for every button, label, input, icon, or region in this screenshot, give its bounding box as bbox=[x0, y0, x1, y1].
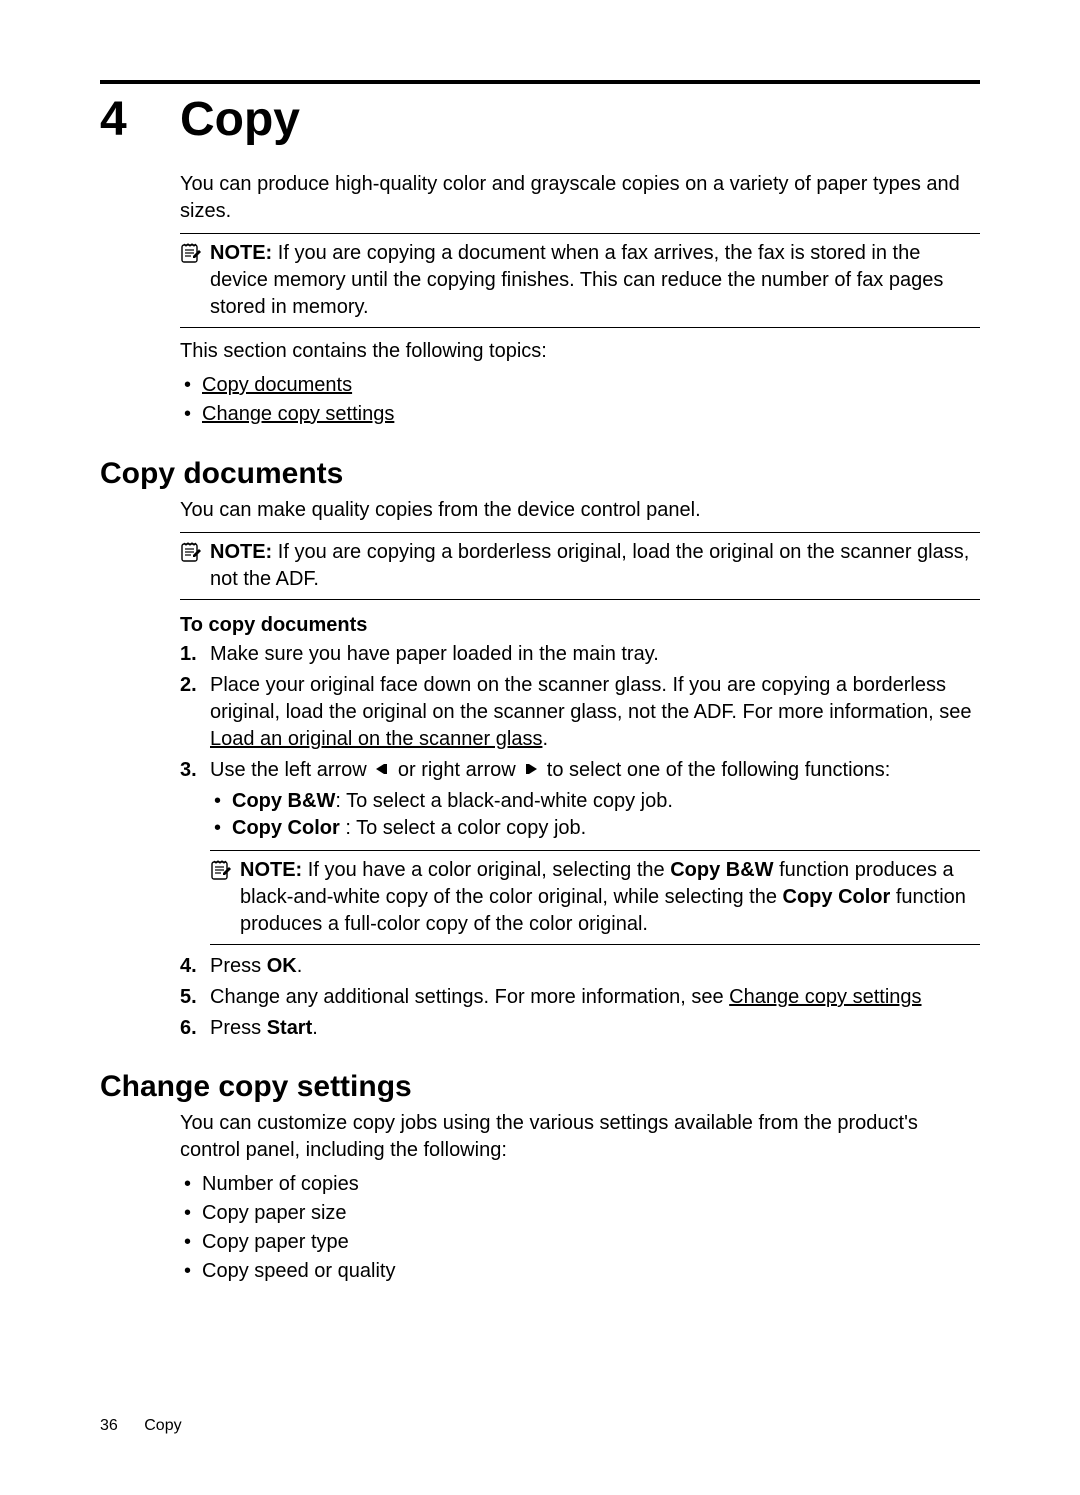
section-heading-change-copy-settings: Change copy settings bbox=[100, 1070, 980, 1104]
option-bw-rest: : To select a black-and-white copy job. bbox=[335, 790, 673, 812]
chapter-number: 4 bbox=[100, 92, 180, 147]
settings-item: Number of copies bbox=[180, 1170, 980, 1199]
toc-item: Copy documents bbox=[180, 371, 980, 400]
note-3-b2: Copy Color bbox=[783, 886, 891, 908]
note-label: NOTE: bbox=[210, 541, 272, 563]
sec1-body: You can make quality copies from the dev… bbox=[180, 497, 980, 600]
step-2: Place your original face down on the sca… bbox=[180, 672, 980, 753]
option-bw-label: Copy B&W bbox=[232, 790, 335, 812]
left-arrow-icon bbox=[374, 757, 390, 784]
right-arrow-icon bbox=[523, 757, 539, 784]
note-block-3: NOTE: If you have a color original, sele… bbox=[210, 850, 980, 945]
option-copy-bw: Copy B&W: To select a black-and-white co… bbox=[210, 788, 980, 815]
option-color-label: Copy Color bbox=[232, 817, 340, 839]
note-1-text: NOTE: If you are copying a document when… bbox=[210, 240, 980, 321]
sec2-body: You can customize copy jobs using the va… bbox=[180, 1110, 980, 1286]
sec1-intro: You can make quality copies from the dev… bbox=[180, 497, 980, 524]
note-3-pre: If you have a color original, selecting … bbox=[308, 859, 670, 881]
link-load-original[interactable]: Load an original on the scanner glass bbox=[210, 728, 542, 750]
settings-item: Copy paper size bbox=[180, 1199, 980, 1228]
settings-item: Copy paper type bbox=[180, 1228, 980, 1257]
step-5-a: Change any additional settings. For more… bbox=[210, 986, 729, 1008]
note-icon bbox=[210, 859, 232, 889]
step-1-text: Make sure you have paper loaded in the m… bbox=[210, 643, 659, 665]
note-body: If you are copying a borderless original… bbox=[210, 541, 969, 590]
note-3-b1: Copy B&W bbox=[670, 859, 773, 881]
note-label: NOTE: bbox=[240, 859, 302, 881]
chapter-heading: 4 Copy bbox=[100, 92, 980, 147]
step-4-c: . bbox=[297, 955, 303, 977]
note-block-1: NOTE: If you are copying a document when… bbox=[180, 233, 980, 328]
steps-list: Make sure you have paper loaded in the m… bbox=[180, 641, 980, 1042]
step-4-a: Press bbox=[210, 955, 267, 977]
step-3-text-b: or right arrow bbox=[392, 759, 521, 781]
note-icon bbox=[180, 242, 202, 269]
note-3-text: NOTE: If you have a color original, sele… bbox=[240, 857, 980, 938]
page-footer: 36 Copy bbox=[100, 1417, 182, 1435]
step-3-text-c: to select one of the following functions… bbox=[541, 759, 890, 781]
step-4-b: OK bbox=[267, 955, 297, 977]
step-2-text-a: Place your original face down on the sca… bbox=[210, 674, 972, 723]
step-6-b: Start bbox=[267, 1017, 313, 1039]
step-3-options: Copy B&W: To select a black-and-white co… bbox=[210, 788, 980, 842]
settings-item: Copy speed or quality bbox=[180, 1257, 980, 1286]
step-6-a: Press bbox=[210, 1017, 267, 1039]
toc-item: Change copy settings bbox=[180, 400, 980, 429]
chapter-title: Copy bbox=[180, 92, 300, 147]
footer-title: Copy bbox=[144, 1417, 181, 1434]
sec2-intro: You can customize copy jobs using the va… bbox=[180, 1110, 980, 1164]
option-copy-color: Copy Color : To select a color copy job. bbox=[210, 815, 980, 842]
note-block-2: NOTE: If you are copying a borderless or… bbox=[180, 532, 980, 600]
page: 4 Copy You can produce high-quality colo… bbox=[0, 0, 1080, 1495]
top-rule bbox=[100, 80, 980, 84]
step-4: Press OK. bbox=[180, 953, 980, 980]
option-color-rest: : To select a color copy job. bbox=[340, 817, 586, 839]
page-number: 36 bbox=[100, 1417, 118, 1434]
toc-intro: This section contains the following topi… bbox=[180, 338, 980, 365]
step-2-text-b: . bbox=[542, 728, 548, 750]
step-6: Press Start. bbox=[180, 1015, 980, 1042]
note-2-text: NOTE: If you are copying a borderless or… bbox=[210, 539, 980, 593]
link-change-copy-settings[interactable]: Change copy settings bbox=[729, 986, 921, 1008]
toc-list: Copy documents Change copy settings bbox=[180, 371, 980, 429]
toc-link-copy-documents[interactable]: Copy documents bbox=[202, 374, 352, 396]
step-3-text-a: Use the left arrow bbox=[210, 759, 372, 781]
toc-link-change-copy-settings[interactable]: Change copy settings bbox=[202, 403, 394, 425]
step-3: Use the left arrow or right arrow to sel… bbox=[180, 757, 980, 945]
step-6-c: . bbox=[312, 1017, 318, 1039]
subheading-to-copy-documents: To copy documents bbox=[180, 614, 980, 637]
settings-list: Number of copies Copy paper size Copy pa… bbox=[180, 1170, 980, 1286]
note-icon bbox=[180, 541, 202, 568]
intro-text: You can produce high-quality color and g… bbox=[180, 171, 980, 225]
section-heading-copy-documents: Copy documents bbox=[100, 457, 980, 491]
note-body: If you are copying a document when a fax… bbox=[210, 242, 943, 318]
intro-block: You can produce high-quality color and g… bbox=[180, 171, 980, 429]
step-5: Change any additional settings. For more… bbox=[180, 984, 980, 1011]
step-1: Make sure you have paper loaded in the m… bbox=[180, 641, 980, 668]
note-label: NOTE: bbox=[210, 242, 272, 264]
